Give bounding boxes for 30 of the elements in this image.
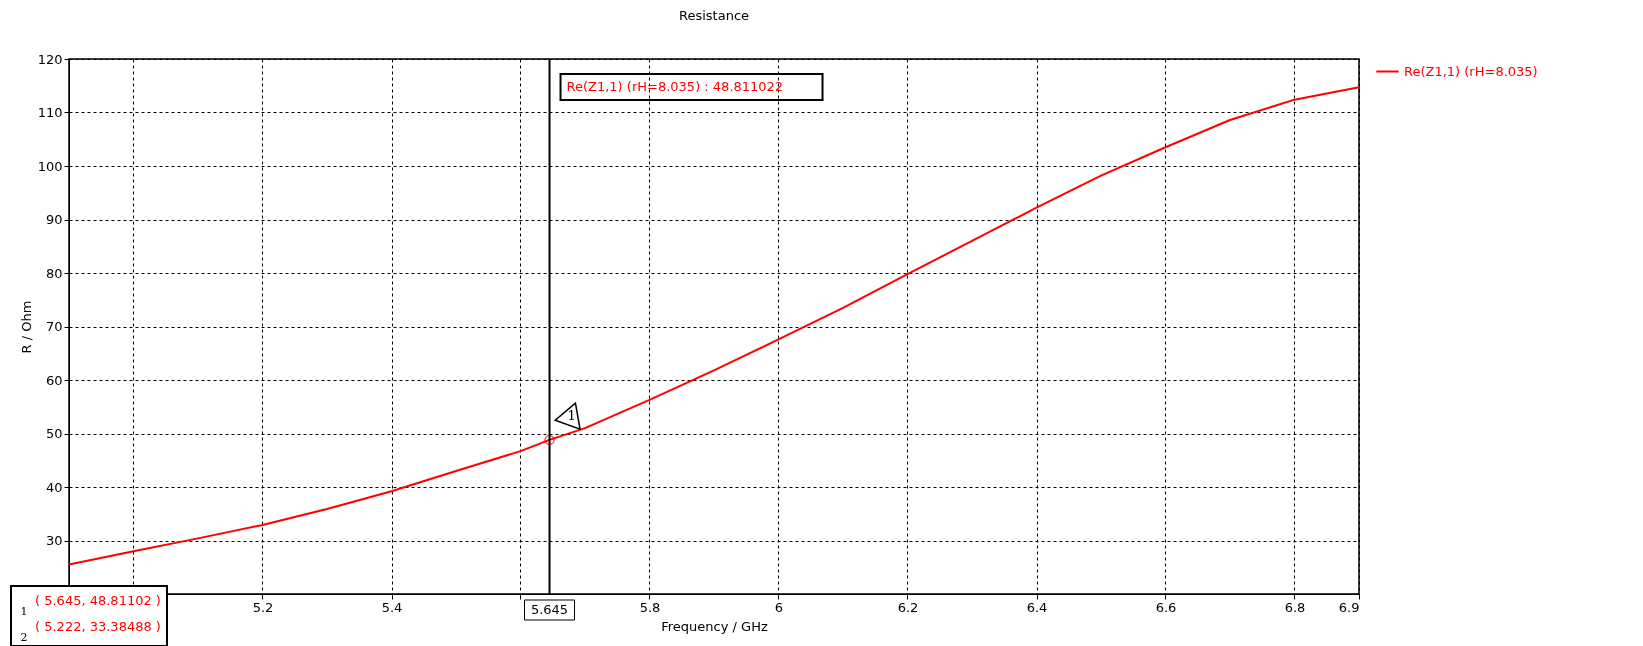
y-axis-title: R / Ohm [18,300,34,354]
annotation: 1 [567,407,576,423]
text: 2 [20,631,28,644]
x-tick-label: 5.4 [381,599,403,615]
x-tick-label: 6.8 [1284,599,1306,615]
y-tick-label: 40 [45,479,63,495]
x-tick-label: 5.8 [639,599,661,615]
annotation: ( 5.645, 48.81102 ) [35,593,161,608]
legend-label: Re(Z1,1) (rH=8.035) [1404,63,1538,79]
y-tick-label: 120 [37,51,63,67]
ref-line-label: 5.645 [530,602,569,617]
x-tick-label: 6.6 [1155,599,1177,615]
x-tick-label: 6.4 [1026,599,1048,615]
text: 1 [20,605,28,618]
x-tick-label: 6 [774,599,784,615]
y-tick-label: 100 [37,158,63,174]
annotation: Re(Z1,1) (rH=8.035) : 48.811022 [566,79,784,94]
x-tick-label: 6.9 [1338,599,1360,615]
x-tick-label: 5.2 [252,599,274,615]
y-tick-label: 30 [45,533,63,548]
x-axis-title: Frequency / GHz [661,618,768,634]
y-tick-label: 110 [37,105,63,120]
y-tick-label: 60 [45,372,63,388]
text: ( 5.222, 33.38488 ) [35,619,161,634]
y-tick-label: 50 [45,426,63,441]
y-tick-label: 70 [45,319,63,334]
y-tick-label: 80 [45,265,63,281]
x-tick-label: 6.2 [897,599,919,615]
chart-title: Resistance [678,8,750,23]
y-tick-label: 90 [45,212,63,227]
